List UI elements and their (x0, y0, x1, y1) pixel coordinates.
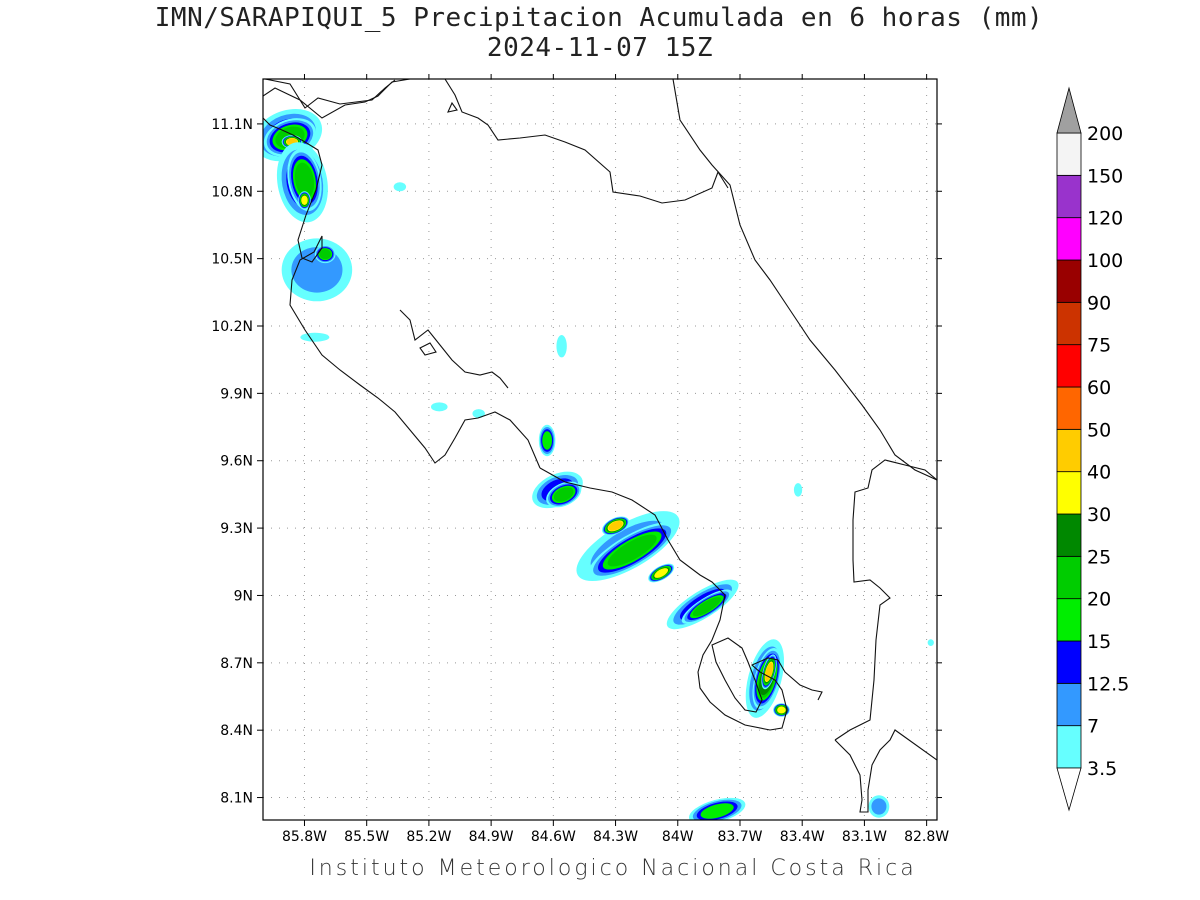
colorbar-swatch (1056, 640, 1082, 684)
precip-contour (393, 182, 407, 192)
coastline-east (672, 79, 937, 481)
lat-tick-label: 9N (234, 588, 253, 604)
precipitation-field (263, 108, 934, 820)
precip-contour (319, 249, 332, 260)
precip-contour (700, 803, 734, 819)
colorbar-label: 200 (1087, 123, 1123, 145)
lat-tick-label: 9.3N (220, 521, 253, 537)
colorbar-arrow-top (1056, 86, 1082, 134)
precip-contour (301, 195, 308, 206)
lat-tick-label: 9.6N (220, 454, 253, 470)
map-footer: Instituto Meteorologico Nacional Costa R… (309, 856, 917, 881)
gulf-island (419, 342, 437, 356)
precip-contour (927, 639, 934, 646)
colorbar-swatch (1056, 428, 1082, 473)
colorbar-swatch (1056, 259, 1082, 303)
precip-contour (654, 568, 669, 578)
colorbar-label: 90 (1087, 292, 1111, 314)
precip-contour (556, 334, 567, 358)
lat-tick-label: 10.8N (211, 184, 253, 200)
colorbar-label: 30 (1087, 504, 1111, 526)
lon-tick-label: 84.3W (593, 829, 638, 845)
lon-tick-label: 82.8W (904, 829, 949, 845)
coastline-pacific-central (539, 467, 823, 731)
colorbar-label: 7 (1087, 716, 1099, 738)
lon-tick-label: 84W (662, 829, 694, 845)
colorbar-label: 75 (1087, 335, 1111, 357)
coastlines (263, 79, 937, 813)
colorbar-label: 3.5 (1087, 758, 1117, 780)
colorbar-label: 20 (1087, 589, 1111, 611)
colorbar-label: 150 (1087, 165, 1123, 187)
coastline-panama-caribbean (834, 459, 937, 741)
longitude-ticks: 85.8W 85.5W 85.2W 84.9W 84.6W 84.3W 84W 83.7W 83… (282, 74, 949, 845)
colorbar-swatch (1056, 386, 1082, 430)
colorbar-swatch (1056, 471, 1082, 515)
colorbar-label: 50 (1087, 419, 1111, 441)
colorbar-swatch (1056, 344, 1082, 388)
lake-island (447, 101, 458, 113)
colorbar-swatch (1056, 132, 1082, 176)
colorbar-swatch (1056, 217, 1082, 261)
colorbar-swatch (1056, 301, 1082, 346)
colorbar-swatch (1056, 513, 1082, 557)
precip-contour (542, 431, 552, 450)
lon-tick-label: 84.6W (531, 829, 576, 845)
map-gridlines (263, 79, 937, 820)
precip-contour (430, 402, 448, 412)
precip-contour (793, 483, 803, 497)
lon-tick-label: 83.1W (842, 829, 887, 845)
coastline-pacific-north (263, 117, 541, 469)
coastline-nicaragua-border (444, 79, 729, 204)
lat-tick-label: 10.2N (211, 319, 253, 335)
colorbar-swatch (1056, 598, 1082, 642)
precip-contour (294, 162, 315, 198)
precip-contour (553, 487, 574, 502)
coastline-gulf-nicoya (399, 309, 509, 389)
precip-contour (300, 332, 330, 342)
map-frame (262, 78, 938, 821)
map-subtitle: 2024-11-07 15Z (486, 33, 714, 63)
precip-contour (607, 534, 657, 567)
lat-tick-label: 10.5N (211, 252, 253, 268)
lat-tick-label: 11.1N (211, 117, 253, 133)
colorbar-label: 100 (1087, 250, 1123, 272)
lat-tick-label: 8.7N (220, 656, 253, 672)
colorbar-swatch (1056, 174, 1082, 219)
lon-tick-label: 85.5W (344, 829, 389, 845)
precip-contour (777, 706, 786, 714)
coastline-lake-nicaragua (264, 79, 396, 109)
colorbar-arrow-bottom (1056, 767, 1082, 812)
lat-tick-label: 9.9N (220, 386, 253, 402)
colorbar-label: 25 (1087, 546, 1111, 568)
coastline-panama (834, 729, 937, 813)
colorbar-label: 120 (1087, 208, 1123, 230)
latitude-ticks: 8.1N 8.4N 8.7N 9N 9.3N 9.6N 9.9N 10.2N 10.5N 10.8… (211, 117, 942, 807)
precip-contour (608, 520, 623, 531)
colorbar: 3.5 7 12.5 15 20 25 30 40 50 60 75 90 100 120 150 200 (1056, 86, 1129, 812)
lon-tick-label: 85.8W (282, 829, 327, 845)
colorbar-label: 40 (1087, 462, 1111, 484)
lat-tick-label: 8.4N (220, 723, 253, 739)
lon-tick-label: 85.2W (406, 829, 451, 845)
colorbar-swatch (1056, 555, 1082, 600)
colorbar-label: 60 (1087, 377, 1111, 399)
lon-tick-label: 84.9W (469, 829, 514, 845)
lon-tick-label: 83.4W (780, 829, 825, 845)
colorbar-swatch (1056, 682, 1082, 727)
precip-contour (692, 597, 721, 617)
precip-contour (871, 798, 887, 815)
lon-tick-label: 83.7W (717, 829, 762, 845)
colorbar-label: 12.5 (1087, 673, 1129, 695)
lat-tick-label: 8.1N (220, 791, 253, 807)
precip-contour (472, 409, 485, 419)
map-title: IMN/SARAPIQUI_5 Precipitacion Acumulada … (154, 3, 1044, 33)
colorbar-label: 15 (1087, 631, 1111, 653)
coastline-osa (711, 637, 763, 713)
colorbar-swatch (1056, 725, 1082, 769)
